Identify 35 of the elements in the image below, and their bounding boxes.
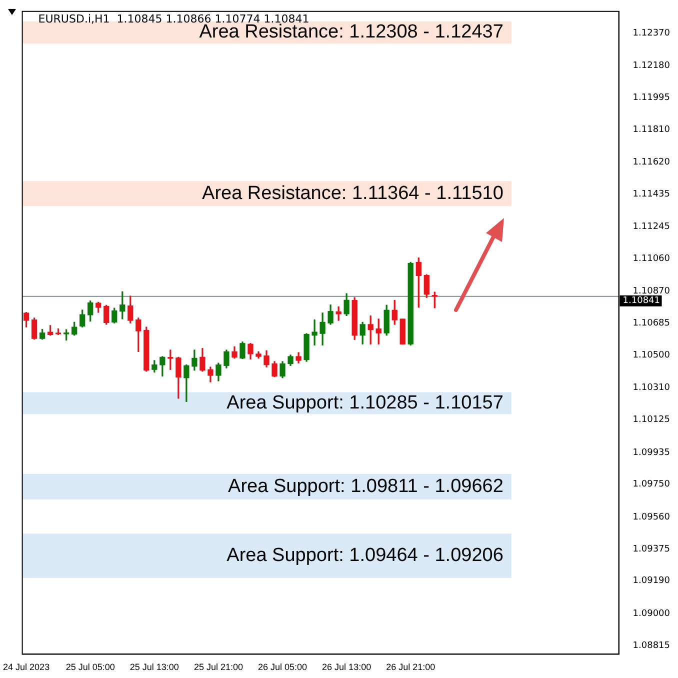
y-tick-label: 1.09560 [632,512,670,522]
y-tick-label: 1.10125 [632,415,670,426]
y-tick-label: 1.10310 [632,383,670,394]
y-tick-label: 1.08815 [632,640,670,651]
y-tick-label: 1.09750 [632,480,670,490]
x-tick-label: 25 Jul 13:00 [130,662,179,672]
candlestick [312,319,318,346]
y-tick-label: 1.09375 [632,544,670,554]
ref-line-label: 1.10841 [622,296,660,306]
x-tick-label: 26 Jul 13:00 [322,662,372,672]
y-tick-label: 1.11810 [632,124,670,135]
x-tick-label: 25 Jul 05:00 [66,662,115,672]
band-label: Area Support: 1.09464 - 1.09206 [226,545,504,566]
y-tick-label: 1.11435 [632,189,670,200]
x-tick-label: 26 Jul 05:00 [258,662,308,672]
y-tick-label: 1.11620 [632,157,670,168]
y-tick-label: 1.10500 [632,350,670,360]
y-tick-label: 1.11060 [632,254,670,264]
x-tick-label: 24 Jul 2023 [3,662,50,672]
y-tick-label: 1.12370 [632,28,670,38]
band-label: Area Support: 1.10285 - 1.10157 [226,392,504,414]
band-label: Area Support: 1.09811 - 1.09662 [228,476,504,497]
x-tick-label: 26 Jul 21:00 [386,662,436,672]
y-tick-label: 1.09935 [632,448,670,458]
band-label: Area Resistance: 1.11364 - 1.11510 [202,182,504,204]
y-tick-label: 1.09000 [632,608,670,619]
y-tick-label: 1.10870 [632,286,670,297]
candlestick [336,306,342,321]
y-tick-label: 1.11995 [632,92,670,103]
y-tick-label: 1.09190 [632,576,670,586]
y-tick-label: 1.12180 [632,61,670,72]
candlestick [368,316,374,344]
x-tick-label: 25 Jul 21:00 [194,662,243,672]
y-tick-label: 1.11245 [632,222,670,232]
y-tick-label: 1.10685 [632,318,670,329]
